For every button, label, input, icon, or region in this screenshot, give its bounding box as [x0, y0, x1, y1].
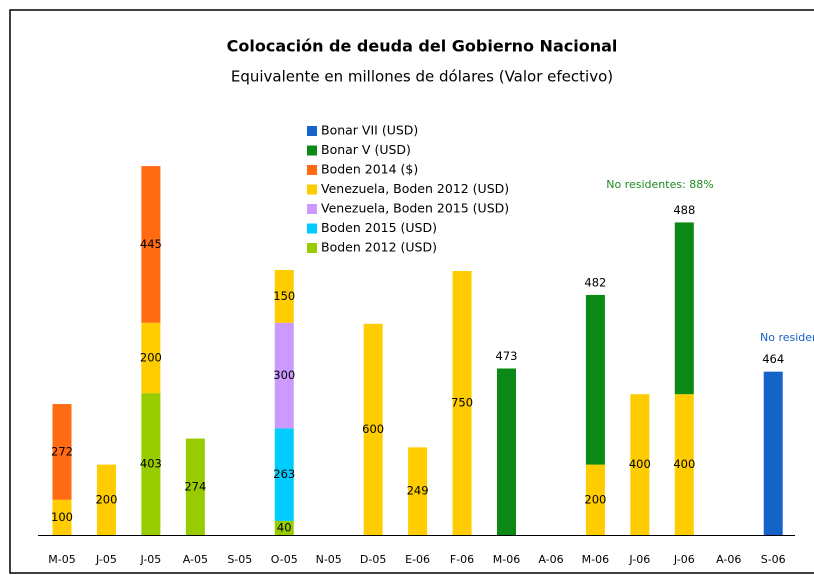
bar-segment: [630, 394, 650, 535]
frame: [9, 9, 814, 574]
bar-segment: [674, 222, 694, 395]
x-tick-label: A-06: [716, 553, 741, 566]
bar-segment: [96, 464, 116, 535]
bar-segment: [52, 404, 72, 500]
annotation: No residentes: 88%: [606, 178, 713, 191]
legend-swatch: [307, 126, 317, 136]
bar-segment: [363, 323, 383, 535]
legend-swatch: [307, 243, 317, 253]
x-tick-label: D-05: [360, 553, 386, 566]
value-label: 263: [273, 467, 295, 481]
bar-segment: [763, 371, 783, 535]
legend-label: Boden 2015 (USD): [321, 220, 437, 235]
value-label: 473: [496, 349, 518, 363]
value-label: 488: [673, 203, 695, 217]
legend-label: Venezuela, Boden 2012 (USD): [321, 181, 509, 196]
value-label: 445: [140, 237, 162, 251]
bar-segment: [674, 394, 694, 535]
chart-subtitle: Equivalente en millones de dólares (Valo…: [231, 68, 613, 86]
value-label: 400: [629, 457, 651, 471]
legend-swatch: [307, 184, 317, 195]
x-tick-label: S-05: [227, 553, 252, 566]
x-tick-label: A-06: [538, 553, 563, 566]
x-tick-label: M-06: [582, 553, 609, 566]
bar-segment: [408, 447, 428, 535]
legend-swatch: [307, 165, 317, 175]
x-tick-label: A-05: [183, 553, 208, 566]
bar-segment: [452, 271, 472, 535]
x-tick-label: J-06: [673, 553, 695, 566]
legend-label: Venezuela, Boden 2015 (USD): [321, 201, 509, 216]
bar-segment: [274, 520, 294, 535]
x-tick-label: M-06: [493, 553, 520, 566]
bar-segment: [585, 464, 605, 535]
bar-segment: [52, 499, 72, 535]
legend-label: Boden 2012 (USD): [321, 240, 437, 255]
chart-title: Colocación de deuda del Gobierno Naciona…: [227, 37, 618, 56]
bar-segment: [141, 322, 161, 394]
legend-swatch: [307, 204, 317, 214]
bar-segment: [274, 428, 294, 521]
value-label: 400: [673, 457, 695, 471]
x-tick-label: F-06: [450, 553, 474, 566]
x-tick-label: M-05: [48, 553, 75, 566]
legend-label: Bonar VII (USD): [321, 123, 418, 138]
value-label: 403: [140, 457, 162, 471]
bar-segment: [141, 393, 161, 535]
value-label: 200: [140, 350, 162, 364]
legend-label: Boden 2014 ($): [321, 162, 418, 177]
bar-segment: [274, 269, 294, 323]
value-label: 300: [273, 368, 295, 382]
value-label: 200: [584, 492, 606, 506]
value-label: 274: [184, 479, 206, 493]
bar-segment: [141, 166, 161, 323]
bar-segment: [497, 368, 516, 535]
x-tick-label: O-05: [271, 553, 298, 566]
x-tick-label: E-06: [405, 553, 430, 566]
legend-swatch: [307, 223, 317, 234]
value-label: 600: [362, 422, 384, 436]
x-tick-label: J-06: [628, 553, 650, 566]
value-label: 272: [51, 444, 73, 458]
bar-segment: [185, 438, 205, 535]
value-label: 750: [451, 396, 473, 410]
annotation: No residentes: 64%: [760, 331, 814, 344]
x-tick-label: S-06: [761, 553, 786, 566]
bar-segment: [585, 294, 605, 465]
x-tick-label: N-05: [316, 553, 342, 566]
bar-segment: [274, 322, 294, 429]
legend-swatch: [307, 145, 317, 156]
value-label: 200: [95, 492, 117, 506]
x-tick-label: J-05: [95, 553, 117, 566]
value-label: 482: [584, 275, 606, 289]
value-label: 100: [51, 510, 73, 524]
legend-label: Bonar V (USD): [321, 142, 411, 157]
value-label: 40: [277, 520, 292, 534]
value-label: 249: [407, 484, 429, 498]
value-label: 464: [762, 352, 784, 366]
x-tick-label: J-05: [139, 553, 161, 566]
value-label: 150: [273, 289, 295, 303]
